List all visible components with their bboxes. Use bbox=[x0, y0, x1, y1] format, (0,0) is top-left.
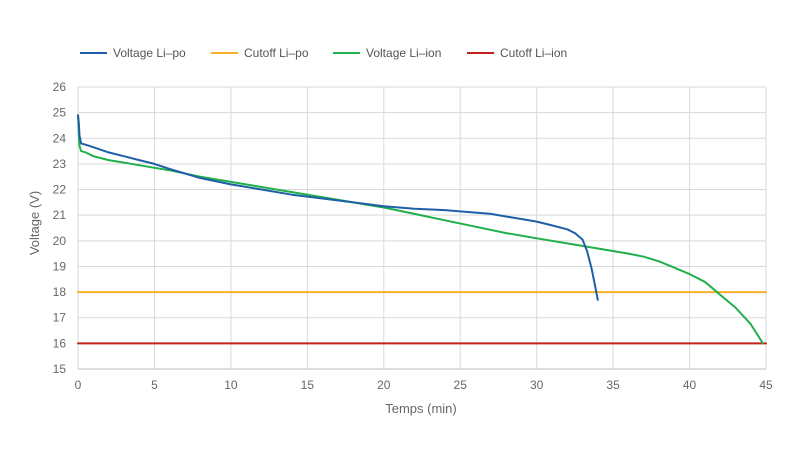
y-tick-label: 20 bbox=[53, 234, 67, 248]
axes: 15 16 17 18 19 20 21 22 23 24 25 26 0 5 10 15 20 25 30 35 40… bbox=[53, 80, 773, 392]
y-tick-label: 22 bbox=[53, 183, 67, 197]
legend-label-cutoff-li-ion: Cutoff Li–ion bbox=[500, 46, 567, 60]
y-tick-label: 24 bbox=[53, 131, 67, 145]
x-tick-label: 0 bbox=[75, 378, 82, 392]
series-line-voltage-li-po bbox=[77, 114, 599, 301]
x-tick-label: 15 bbox=[301, 378, 315, 392]
legend: Voltage Li–po Cutoff Li–po Voltage Li–ion C… bbox=[80, 46, 567, 60]
x-tick-label: 10 bbox=[224, 378, 238, 392]
x-tick-label: 5 bbox=[151, 378, 158, 392]
x-tick-label: 20 bbox=[377, 378, 391, 392]
y-tick-label: 18 bbox=[53, 285, 67, 299]
y-tick-label: 16 bbox=[53, 336, 67, 350]
legend-label-cutoff-li-po: Cutoff Li–po bbox=[244, 46, 309, 60]
x-tick-label: 40 bbox=[683, 378, 697, 392]
grid bbox=[77, 86, 767, 370]
y-tick-label: 17 bbox=[53, 311, 67, 325]
x-tick-label: 30 bbox=[530, 378, 544, 392]
legend-label-voltage-li-ion: Voltage Li–ion bbox=[366, 46, 441, 60]
y-tick-label: 23 bbox=[53, 157, 67, 171]
y-axis-title: Voltage (V) bbox=[27, 191, 42, 255]
y-tick-label: 21 bbox=[53, 208, 67, 222]
legend-label-voltage-li-po: Voltage Li–po bbox=[113, 46, 186, 60]
y-tick-label: 26 bbox=[53, 80, 67, 94]
y-tick-label: 25 bbox=[53, 106, 67, 120]
x-tick-label: 45 bbox=[759, 378, 773, 392]
x-tick-label: 35 bbox=[606, 378, 620, 392]
x-tick-label: 25 bbox=[454, 378, 468, 392]
series-line-voltage-li-ion bbox=[77, 114, 764, 345]
y-tick-label: 19 bbox=[53, 259, 67, 273]
series-lines bbox=[77, 114, 767, 345]
y-tick-label: 15 bbox=[53, 362, 67, 376]
x-axis-title: Temps (min) bbox=[385, 401, 457, 416]
